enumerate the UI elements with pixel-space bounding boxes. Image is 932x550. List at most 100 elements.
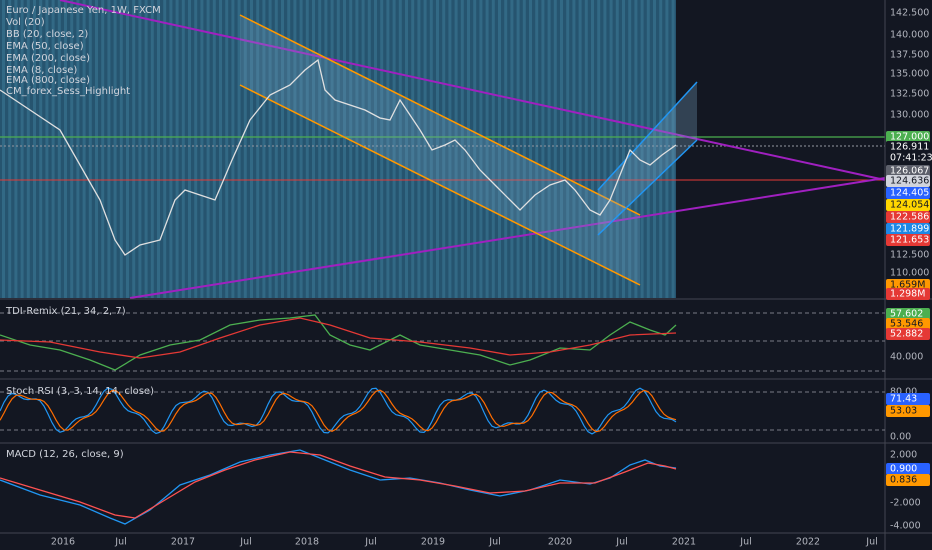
badge-label: 124.054 — [890, 200, 929, 211]
session-bar — [640, 0, 644, 298]
session-bar — [225, 0, 229, 298]
session-bar — [646, 0, 650, 298]
price-badge — [886, 175, 930, 187]
session-bar — [132, 0, 136, 298]
session-bar — [200, 0, 204, 298]
axis-label: -2.000 — [890, 498, 921, 509]
session-bar — [274, 0, 278, 298]
price-badge — [886, 211, 930, 223]
session-bar — [70, 0, 74, 298]
session-bar — [293, 0, 297, 298]
session-bar — [485, 0, 489, 298]
session-bar — [26, 0, 30, 298]
axis-label: 137.500 — [890, 50, 929, 61]
price-badge — [886, 152, 930, 164]
channel-line — [329, 59, 641, 216]
badge-label: 126.911 — [890, 142, 929, 153]
price-badge — [886, 318, 930, 330]
badge-label: 121.899 — [890, 224, 929, 235]
time-label: 2021 — [672, 537, 696, 548]
trend-line — [129, 177, 886, 299]
price-badge — [886, 463, 930, 475]
session-bar — [423, 0, 427, 298]
session-bar — [126, 0, 129, 298]
price-badge — [886, 393, 930, 405]
axis-label: 110.000 — [890, 268, 929, 279]
session-bar — [188, 0, 191, 298]
session-bar — [386, 0, 390, 298]
session-bar — [268, 0, 272, 298]
session-bar — [206, 0, 210, 298]
time-label: Jul — [615, 537, 627, 548]
session-bar — [460, 0, 464, 298]
session-bar — [597, 0, 601, 298]
session-bar — [380, 0, 384, 298]
price-badge — [886, 131, 930, 143]
price-badge — [886, 187, 930, 199]
badge-label: 121.653 — [890, 235, 929, 246]
session-bar — [256, 0, 260, 298]
channel — [598, 82, 697, 235]
session-bar — [2, 0, 5, 298]
session-bar — [622, 0, 625, 298]
time-label: Jul — [865, 537, 877, 548]
session-bar — [175, 0, 179, 298]
badge-label: 57.602 — [890, 309, 923, 320]
session-bar — [157, 0, 160, 298]
session-bar — [653, 0, 656, 298]
session-bar — [609, 0, 613, 298]
price-badge — [886, 165, 930, 177]
session-bar — [194, 0, 198, 298]
session-bar — [14, 0, 18, 298]
session-bar — [374, 0, 377, 298]
session-bar — [454, 0, 458, 298]
session-bar — [535, 0, 539, 298]
badge-label: 127.000 — [890, 132, 929, 143]
indicator-label: Vol (20) — [6, 17, 45, 28]
session-bar — [45, 0, 49, 298]
session-bar — [181, 0, 185, 298]
session-bar — [243, 0, 247, 298]
channel-line — [239, 84, 641, 286]
badge-label: 0.836 — [890, 475, 917, 486]
time-label: Jul — [488, 537, 500, 548]
session-bar — [473, 0, 477, 298]
price-badge — [886, 474, 930, 486]
session-bar — [231, 0, 235, 298]
session-bar — [51, 0, 55, 298]
session-bar — [578, 0, 582, 298]
axis-label: -4.000 — [890, 521, 921, 532]
session-bar — [312, 0, 315, 298]
axis-label: 2.000 — [890, 450, 917, 461]
tdi-signal — [0, 317, 677, 359]
session-bar — [448, 0, 452, 298]
price-badge — [886, 328, 930, 340]
indicator-label: EMA (800, close) — [6, 75, 90, 86]
badge-label: 122.586 — [890, 212, 929, 223]
axis-label: 142.500 — [890, 8, 929, 19]
session-bar — [33, 0, 36, 298]
time-label: 2022 — [796, 537, 820, 548]
axis-label: 130.000 — [890, 110, 929, 121]
session-bar — [262, 0, 266, 298]
session-bar — [318, 0, 322, 298]
axis-label: 112.500 — [890, 250, 929, 261]
session-bar — [659, 0, 663, 298]
session-bar — [392, 0, 396, 298]
session-bar — [522, 0, 526, 298]
badge-label: 53.03 — [890, 406, 917, 417]
session-bar — [138, 0, 142, 298]
indicator-label: BB (20, close, 2) — [6, 29, 88, 40]
badge-label: 124.405 — [890, 188, 929, 199]
session-bar — [212, 0, 216, 298]
session-bar — [405, 0, 408, 298]
channel-line — [597, 81, 698, 191]
badge-label: 07:41:23 — [890, 153, 932, 164]
session-bar — [250, 0, 253, 298]
axis-label: 0.00 — [890, 432, 911, 443]
time-label: Jul — [239, 537, 251, 548]
session-bar — [615, 0, 619, 298]
badge-label: 71.43 — [890, 394, 917, 405]
session-bar — [436, 0, 439, 298]
